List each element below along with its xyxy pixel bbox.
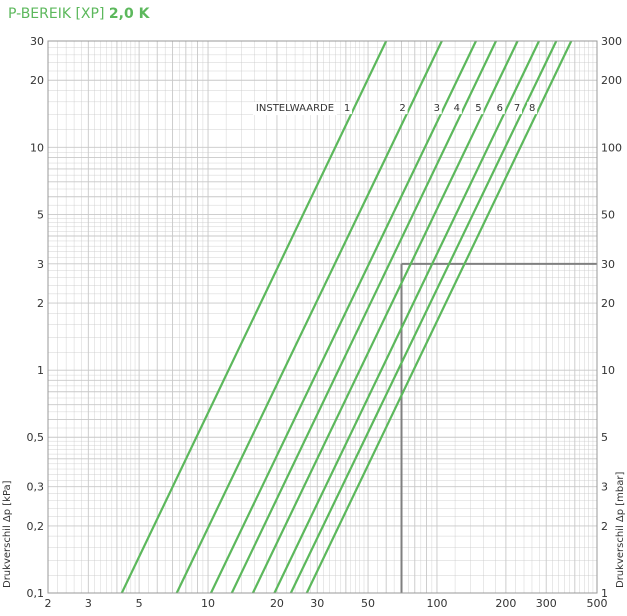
y-right-tick-label: 1 xyxy=(601,587,608,600)
y-right-tick-label: 200 xyxy=(601,74,622,87)
title-prefix: P-BEREIK [XP] xyxy=(8,6,105,22)
curve-label-bg xyxy=(494,102,505,115)
curve-label-2: 2 xyxy=(399,103,405,114)
curve-label-6: 6 xyxy=(497,103,503,114)
chart-title: P-BEREIK [XP] 2,0 K xyxy=(8,6,149,22)
y-right-tick-label: 20 xyxy=(601,297,615,310)
y-left-tick-labels: 0,1 0,2 0,3 0,5 1 2 3 5 10 20 30 xyxy=(27,35,45,600)
y-right-tick-label: 10 xyxy=(601,364,615,377)
y-left-tick-label: 20 xyxy=(30,74,44,87)
y-right-tick-label: 100 xyxy=(601,141,622,154)
curve-5 xyxy=(251,40,519,594)
title-value: 2,0 K xyxy=(108,6,150,22)
curve-3 xyxy=(209,40,477,594)
x-tick-label: 100 xyxy=(426,597,447,610)
curve-1 xyxy=(120,40,388,594)
curve-6 xyxy=(273,40,540,594)
x-tick-labels: 2 3 5 10 20 30 50 100 200 300 500 xyxy=(45,597,608,610)
y-right-tick-label: 5 xyxy=(601,431,608,444)
x-tick-label: 20 xyxy=(270,597,284,610)
curve-label-5: 5 xyxy=(475,103,481,114)
curve-label-bg xyxy=(342,102,353,115)
curve-4 xyxy=(230,40,497,594)
curve-label-bg xyxy=(397,102,408,115)
y-right-tick-label: 50 xyxy=(601,208,615,221)
y-left-tick-label: 2 xyxy=(37,297,44,310)
y-left-tick-label: 0,2 xyxy=(27,520,45,533)
curve-8 xyxy=(305,40,573,594)
y-left-tick-label: 1 xyxy=(37,364,44,377)
x-tick-label: 50 xyxy=(361,597,375,610)
example-marker xyxy=(400,262,597,593)
y-right-tick-label: 2 xyxy=(601,520,608,533)
x-tick-label: 30 xyxy=(310,597,324,610)
y-left-tick-label: 0,3 xyxy=(27,481,45,494)
y-right-tick-label: 3 xyxy=(601,481,608,494)
y-left-tick-label: 10 xyxy=(30,141,44,154)
y-left-tick-label: 0,1 xyxy=(27,587,45,600)
curve-label-8: 8 xyxy=(529,103,535,114)
grid xyxy=(47,40,598,594)
x-tick-label: 500 xyxy=(587,597,608,610)
curve-labels: 1 2 3 4 5 6 7 8 INSTELWAARDE xyxy=(252,102,538,116)
y-left-tick-label: 0,5 xyxy=(27,431,45,444)
x-tick-label: 5 xyxy=(136,597,143,610)
y-left-tick-label: 3 xyxy=(37,258,44,271)
curve-label-bg xyxy=(473,102,484,115)
x-tick-label: 300 xyxy=(536,597,557,610)
y-right-axis-label: Drukverschil Δp [mbar] xyxy=(615,472,626,589)
curve-label-1: 1 xyxy=(344,103,350,114)
setting-label: INSTELWAARDE xyxy=(256,103,334,114)
curve-label-bg xyxy=(512,102,523,115)
curve-label-4: 4 xyxy=(454,103,460,114)
curve-7 xyxy=(289,40,558,594)
y-right-tick-labels: 1 2 3 5 10 20 30 50 100 200 300 xyxy=(601,35,622,600)
curve-label-7: 7 xyxy=(514,103,520,114)
curves xyxy=(120,40,573,594)
y-left-tick-label: 30 xyxy=(30,35,44,48)
y-right-tick-label: 300 xyxy=(601,35,622,48)
x-tick-label: 10 xyxy=(201,597,215,610)
x-tick-label: 3 xyxy=(85,597,92,610)
plot-frame xyxy=(47,40,598,594)
y-left-tick-label: 5 xyxy=(37,208,44,221)
y-right-tick-label: 30 xyxy=(601,258,615,271)
curve-label-bg xyxy=(431,102,442,115)
setting-label-bg xyxy=(252,102,338,116)
curve-2 xyxy=(175,40,443,594)
curve-label-3: 3 xyxy=(434,103,440,114)
x-tick-label: 200 xyxy=(495,597,516,610)
curve-label-bg xyxy=(451,102,462,115)
curve-label-bg xyxy=(527,102,538,115)
y-left-axis-label: Drukverschil Δp [kPa] xyxy=(2,480,13,588)
x-tick-label: 2 xyxy=(45,597,52,610)
